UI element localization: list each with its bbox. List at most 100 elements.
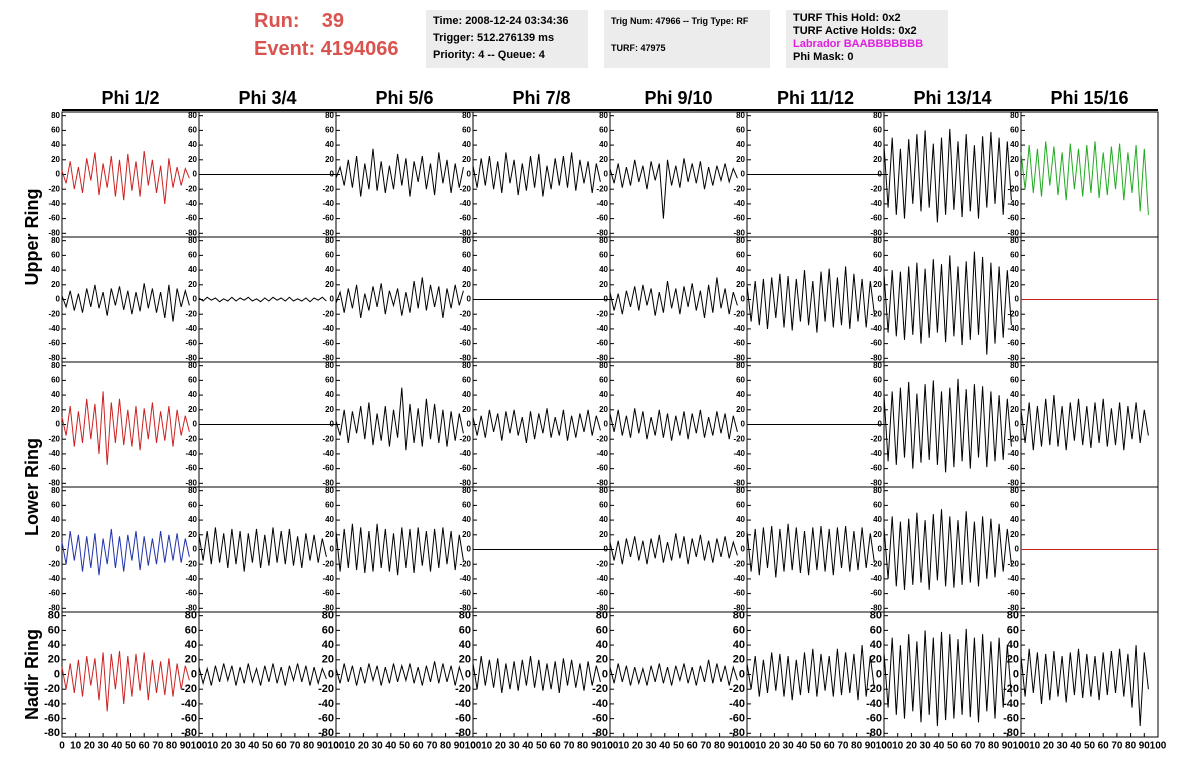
y-tick-label: 60	[596, 624, 608, 636]
x-tick-label: 60	[413, 741, 425, 752]
y-tick-label: -20	[185, 184, 197, 193]
y-tick-label: -20	[459, 434, 471, 443]
y-tick-label: -40	[1007, 324, 1019, 333]
y-tick-label: 40	[733, 639, 745, 651]
y-tick-label: 0	[741, 545, 746, 554]
y-tick-label: -60	[866, 713, 882, 725]
y-tick-label: 80	[462, 486, 471, 495]
y-tick-label: -20	[870, 309, 882, 318]
x-tick-label: 40	[933, 741, 945, 752]
y-tick-label: 80	[325, 486, 334, 495]
y-tick-label: 20	[462, 530, 471, 539]
y-tick-label: -80	[870, 603, 882, 612]
y-tick-label: 20	[185, 654, 197, 666]
y-tick-label: -40	[185, 449, 197, 458]
y-tick-label: -40	[48, 574, 60, 583]
y-tick-label: 20	[736, 155, 745, 164]
y-tick-label: -80	[870, 478, 882, 487]
y-tick-label: 40	[873, 515, 882, 524]
y-tick-label: 80	[733, 610, 745, 622]
waveform	[61, 283, 190, 322]
trig-num: Trig Num: 47966 -- Trig Type: RF	[611, 16, 749, 26]
y-tick-label: -60	[596, 339, 608, 348]
y-tick-label: -40	[48, 199, 60, 208]
y-tick-label: 20	[1010, 155, 1019, 164]
y-tick-label: -80	[596, 478, 608, 487]
y-tick-label: 40	[596, 639, 608, 651]
y-tick-label: -80	[185, 478, 197, 487]
y-tick-label: -40	[48, 324, 60, 333]
y-tick-label: 80	[1010, 361, 1019, 370]
time-box: Time: 2008-12-24 03:34:36 Trigger: 512.2…	[426, 10, 588, 68]
y-tick-label: -40	[459, 199, 471, 208]
y-tick-label: -80	[459, 603, 471, 612]
y-tick-label: -80	[459, 228, 471, 237]
y-tick-label: -40	[459, 574, 471, 583]
y-tick-label: -60	[459, 339, 471, 348]
run: Run: 39	[254, 10, 344, 33]
y-tick-label: 80	[873, 486, 882, 495]
y-tick-label: 20	[462, 155, 471, 164]
x-tick-label: 70	[426, 741, 438, 752]
column-header: Phi 15/16	[1050, 88, 1128, 108]
x-tick-label: 100	[876, 741, 893, 752]
y-tick-label: 80	[188, 486, 197, 495]
waveform	[746, 266, 875, 333]
y-tick-label: -20	[48, 309, 60, 318]
x-tick-label: 30	[235, 741, 247, 752]
x-tick-label: 0	[881, 741, 887, 752]
y-tick-label: -60	[181, 713, 197, 725]
y-tick-label: -20	[733, 559, 745, 568]
x-tick-label: 10	[70, 741, 82, 752]
y-tick-label: -20	[48, 559, 60, 568]
x-tick-label: 80	[851, 741, 863, 752]
y-tick-label: 80	[599, 361, 608, 370]
y-tick-label: 60	[736, 250, 745, 259]
y-tick-label: 0	[467, 545, 472, 554]
y-tick-label: 40	[599, 265, 608, 274]
y-tick-label: -40	[185, 574, 197, 583]
y-tick-label: -40	[729, 698, 745, 710]
y-tick-label: 40	[188, 390, 197, 399]
y-tick-label: -20	[48, 434, 60, 443]
x-tick-label: 50	[947, 741, 959, 752]
labrador: Labrador BAABBBBBBB	[793, 38, 924, 50]
waveform	[472, 408, 601, 443]
y-tick-label: 80	[736, 111, 745, 120]
y-tick-label: -60	[592, 713, 608, 725]
y-tick-label: 80	[599, 111, 608, 120]
y-tick-label: -20	[1007, 434, 1019, 443]
y-tick-label: -80	[322, 353, 334, 362]
y-tick-label: 0	[604, 420, 609, 429]
y-tick-label: 0	[739, 668, 745, 680]
x-tick-label: 100	[328, 741, 345, 752]
y-tick-label: 20	[325, 405, 334, 414]
y-tick-label: 40	[48, 639, 60, 651]
y-tick-label: -20	[733, 309, 745, 318]
y-tick-label: -20	[596, 184, 608, 193]
panel-frame	[61, 236, 200, 363]
y-tick-label: -60	[455, 713, 471, 725]
y-tick-label: -40	[870, 199, 882, 208]
y-tick-label: 80	[325, 111, 334, 120]
run-label: Run:	[254, 10, 300, 32]
y-tick-label: 20	[325, 530, 334, 539]
y-tick-label: 80	[51, 361, 60, 370]
x-tick-label: 20	[221, 741, 233, 752]
y-tick-label: 40	[599, 140, 608, 149]
y-tick-label: -80	[733, 353, 745, 362]
y-tick-label: 0	[193, 170, 198, 179]
y-tick-label: 0	[467, 170, 472, 179]
y-tick-label: 20	[459, 654, 471, 666]
y-tick-label: 0	[1015, 545, 1020, 554]
y-tick-label: -20	[455, 683, 471, 695]
x-tick-label: 70	[152, 741, 164, 752]
x-tick-label: 20	[769, 741, 781, 752]
y-tick-label: -60	[185, 339, 197, 348]
y-tick-label: 20	[599, 155, 608, 164]
y-tick-label: -40	[870, 324, 882, 333]
y-tick-label: -20	[733, 184, 745, 193]
y-tick-label: -60	[185, 589, 197, 598]
column-header: Phi 7/8	[512, 88, 570, 108]
